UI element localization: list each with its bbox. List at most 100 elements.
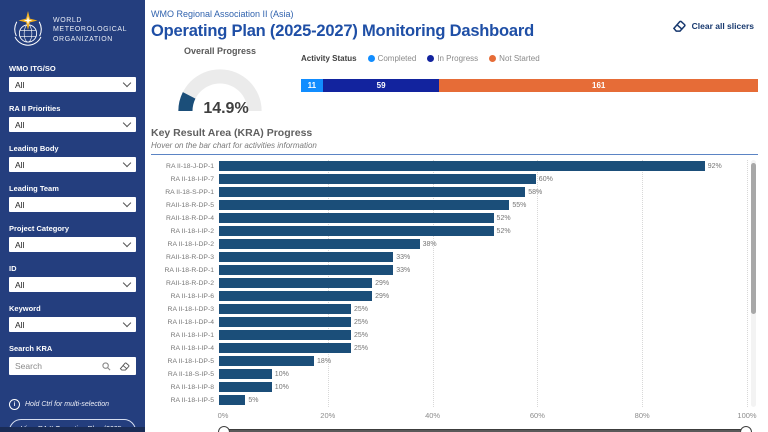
filter-dropdown-leading-team[interactable]: All	[9, 197, 136, 212]
filter-dropdown-keyword[interactable]: All	[9, 317, 136, 332]
bar-category-label: RA II-18-I-DP-3	[167, 305, 214, 313]
bar[interactable]	[219, 330, 351, 341]
bar-track: 38%	[219, 239, 747, 250]
table-row: RA II-18-I-DP-4 25%	[151, 316, 747, 329]
stack-segment-completed[interactable]: 11	[301, 79, 323, 92]
bar-track: 33%	[219, 252, 747, 263]
legend-item-completed[interactable]: Completed	[367, 54, 416, 63]
bar-category-label: RA II-18-I-DP-5	[167, 357, 214, 365]
table-row: RA II-18-I-IP-4 25%	[151, 342, 747, 355]
bar-value-label: 33%	[396, 253, 411, 261]
bar[interactable]	[219, 174, 536, 185]
activity-stacked-bar[interactable]: 11 59 161	[301, 79, 758, 92]
filter-dropdown-id[interactable]: All	[9, 277, 136, 292]
slider-track[interactable]	[223, 428, 747, 432]
kra-bar-chart: RA II-18-J-DP-1 92% RA II-18-I-IP-7 60% RA I…	[151, 159, 758, 432]
filter-dropdown-project-category[interactable]: All	[9, 237, 136, 252]
kpi-row: Overall Progress 14.9% Activity Status C…	[145, 46, 768, 118]
bar-category-label: RA II-18-I-DP-2	[167, 240, 214, 248]
bar-category-label: RA II-18-J-DP-1	[166, 162, 214, 170]
filter-group-project-category: Project Category All	[9, 224, 136, 252]
table-row: RA II-18-I-DP-2 38%	[151, 238, 747, 251]
filter-dropdown-leading-body[interactable]: All	[9, 157, 136, 172]
chart-scrollbar-thumb[interactable]	[751, 162, 756, 314]
clear-all-slicers-label: Clear all slicers	[691, 21, 754, 31]
slider-handle-left[interactable]	[218, 425, 230, 432]
bar-category-label: RA II-18-I-IP-5	[170, 396, 214, 404]
bar[interactable]	[219, 161, 705, 172]
bar[interactable]	[219, 187, 526, 198]
search-icon	[102, 361, 111, 370]
table-row: RA II-18-S-IP-5 10%	[151, 368, 747, 381]
bar-value-label: 10%	[274, 370, 289, 378]
bar-value-label: 25%	[354, 331, 369, 339]
bar-value-label: 33%	[396, 266, 411, 274]
search-input[interactable]: Search	[9, 357, 136, 375]
bar[interactable]	[219, 226, 494, 237]
filter-dropdown-ra-ii-priorities[interactable]: All	[9, 117, 136, 132]
filter-label: Leading Team	[9, 184, 59, 193]
filter-value: All	[15, 279, 25, 290]
bar[interactable]	[219, 356, 315, 367]
table-row: RA II-18-R-DP-1 33%	[151, 264, 747, 277]
bar[interactable]	[219, 265, 394, 276]
header: WMO Regional Association II (Asia) Opera…	[145, 0, 768, 41]
filter-label: Keyword	[9, 304, 41, 313]
bar[interactable]	[219, 200, 510, 211]
wmo-logo-icon	[14, 11, 42, 46]
bar[interactable]	[219, 343, 351, 354]
bar[interactable]	[219, 252, 394, 263]
bar-category-label: RA II-18-I-IP-2	[170, 227, 214, 235]
table-row: RA II-18-I-IP-6 29%	[151, 290, 747, 303]
chevron-down-icon	[122, 198, 132, 208]
activity-status-card: Activity Status Completed In Progress Not …	[301, 46, 758, 118]
x-axis-tick: 40%	[425, 410, 441, 420]
stack-segment-not-started[interactable]: 161	[439, 79, 758, 92]
legend-item-not-started[interactable]: Not Started	[489, 54, 540, 63]
bar[interactable]	[219, 395, 246, 406]
bar[interactable]	[219, 382, 272, 393]
table-row: RA II-18-I-IP-7 60%	[151, 173, 747, 186]
filter-label: Leading Body	[9, 144, 59, 153]
bar[interactable]	[219, 304, 351, 315]
bar-value-label: 92%	[707, 162, 722, 170]
zoom-slider[interactable]	[218, 425, 752, 432]
bar[interactable]	[219, 278, 373, 289]
bar-category-label: RA II-18-I-IP-1	[170, 331, 214, 339]
bar-value-label: 55%	[512, 201, 527, 209]
filter-dropdown-wmo-itg-so[interactable]: All	[9, 77, 136, 92]
bar[interactable]	[219, 291, 373, 302]
legend-dot	[367, 55, 375, 62]
bar-track: 5%	[219, 395, 747, 406]
legend-item-in-progress[interactable]: In Progress	[427, 54, 478, 63]
x-axis: 0% 20% 40% 60% 80% 100%	[218, 410, 757, 422]
bar-track: 29%	[219, 291, 747, 302]
stack-segment-in-progress[interactable]: 59	[322, 79, 440, 92]
kra-section: Key Result Area (KRA) Progress Hover on …	[145, 127, 768, 432]
x-axis-tick: 60%	[529, 410, 545, 420]
bar-category-label: RAII-18-R-DP-4	[166, 214, 214, 222]
x-axis-tick: 100%	[737, 410, 757, 420]
page-title: Operating Plan (2025-2027) Monitoring Da…	[151, 22, 535, 40]
chevron-down-icon	[122, 278, 132, 288]
bar-category-label: RA II-18-S-PP-1	[165, 188, 214, 196]
sidebar-bottom-block: i Hold Ctrl for multi-selection View RA …	[9, 391, 136, 432]
bar[interactable]	[219, 317, 351, 328]
gauge-title: Overall Progress	[183, 46, 257, 56]
clear-all-slicers-button[interactable]: Clear all slicers	[672, 18, 754, 34]
bar-value-label: 18%	[317, 357, 332, 365]
bar-track: 18%	[219, 356, 747, 367]
table-row: RA II-18-I-IP-5 5%	[151, 394, 747, 407]
bar[interactable]	[219, 213, 494, 224]
search-kra-label: Search KRA	[9, 344, 53, 353]
filter-label: Project Category	[9, 224, 70, 233]
search-kra-group: Search KRA Search	[9, 344, 136, 379]
eraser-icon[interactable]	[119, 361, 130, 371]
bar-value-label: 38%	[422, 240, 437, 248]
bar[interactable]	[219, 369, 272, 380]
bar[interactable]	[219, 239, 420, 250]
chart-scrollbar[interactable]	[751, 159, 756, 407]
table-row: RAII-18-R-DP-3 33%	[151, 251, 747, 264]
slider-handle-right[interactable]	[740, 425, 752, 432]
table-row: RA II-18-I-DP-5 18%	[151, 355, 747, 368]
